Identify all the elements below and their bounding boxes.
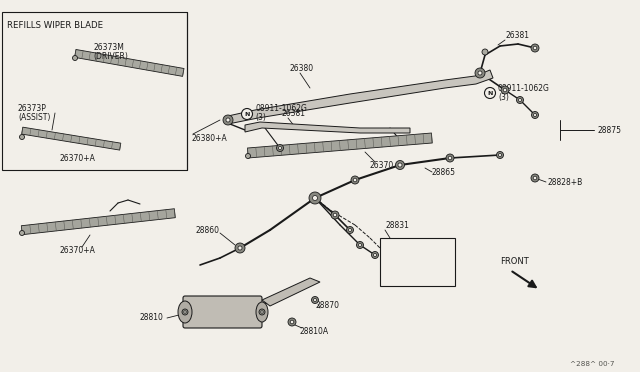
- Bar: [2, 12, 187, 170]
- Circle shape: [358, 244, 362, 247]
- Circle shape: [499, 154, 502, 157]
- Circle shape: [518, 99, 522, 102]
- Text: 28870: 28870: [315, 301, 339, 310]
- Circle shape: [278, 147, 282, 150]
- Circle shape: [331, 211, 339, 219]
- Polygon shape: [22, 127, 121, 150]
- Text: 28831: 28831: [385, 221, 409, 230]
- Circle shape: [312, 296, 319, 304]
- Text: (3): (3): [255, 112, 266, 122]
- Text: 26381: 26381: [282, 109, 306, 118]
- Ellipse shape: [178, 301, 192, 323]
- Circle shape: [309, 192, 321, 204]
- Circle shape: [533, 176, 537, 180]
- Circle shape: [226, 118, 230, 122]
- Circle shape: [503, 88, 507, 92]
- Circle shape: [396, 160, 404, 170]
- Text: 28828+A: 28828+A: [385, 269, 420, 279]
- Polygon shape: [21, 209, 175, 235]
- Circle shape: [333, 213, 337, 217]
- Circle shape: [531, 174, 539, 182]
- Text: (ASSIST): (ASSIST): [18, 112, 51, 122]
- Circle shape: [516, 96, 524, 103]
- Circle shape: [19, 135, 24, 140]
- Circle shape: [398, 163, 402, 167]
- Circle shape: [356, 241, 364, 248]
- Text: 08911-1062G: 08911-1062G: [255, 103, 307, 112]
- Text: 28810A: 28810A: [300, 327, 329, 337]
- Circle shape: [235, 243, 245, 253]
- Circle shape: [261, 311, 263, 313]
- Circle shape: [531, 112, 538, 119]
- Circle shape: [497, 151, 504, 158]
- Circle shape: [314, 298, 317, 301]
- Circle shape: [446, 154, 454, 162]
- Circle shape: [533, 46, 537, 50]
- Circle shape: [448, 156, 452, 160]
- Polygon shape: [75, 49, 184, 76]
- Text: 28860: 28860: [196, 225, 220, 234]
- Polygon shape: [262, 278, 320, 306]
- Circle shape: [246, 154, 250, 158]
- Text: 26380+A: 26380+A: [192, 134, 228, 142]
- Text: 26380: 26380: [290, 64, 314, 73]
- Circle shape: [223, 115, 233, 125]
- Text: (3): (3): [498, 93, 509, 102]
- Circle shape: [238, 246, 242, 250]
- Text: 28810: 28810: [140, 314, 164, 323]
- Circle shape: [531, 44, 539, 52]
- Circle shape: [259, 309, 265, 315]
- Circle shape: [290, 320, 294, 324]
- Circle shape: [353, 178, 357, 182]
- Circle shape: [475, 68, 485, 78]
- Text: FRONT: FRONT: [500, 257, 529, 266]
- Bar: [380, 238, 455, 286]
- Text: 26370: 26370: [370, 160, 394, 170]
- Circle shape: [241, 109, 253, 119]
- Text: 26373M: 26373M: [93, 42, 124, 51]
- Circle shape: [276, 144, 284, 151]
- Circle shape: [534, 113, 536, 116]
- Polygon shape: [248, 133, 432, 158]
- Circle shape: [182, 309, 188, 315]
- Circle shape: [184, 311, 186, 313]
- Circle shape: [346, 227, 353, 234]
- Text: 28865: 28865: [432, 167, 456, 176]
- Circle shape: [351, 176, 359, 184]
- Circle shape: [484, 87, 495, 99]
- Text: 28828+B: 28828+B: [548, 177, 583, 186]
- Text: 28828: 28828: [385, 246, 409, 254]
- Text: REFILLS WIPER BLADE: REFILLS WIPER BLADE: [7, 21, 103, 30]
- Text: 28895: 28895: [385, 257, 409, 266]
- Text: ^288^ 00·7: ^288^ 00·7: [570, 361, 614, 367]
- Text: 08911-1062G: 08911-1062G: [498, 83, 550, 93]
- Text: 28875: 28875: [598, 125, 622, 135]
- Polygon shape: [228, 70, 493, 124]
- Circle shape: [288, 318, 296, 326]
- Circle shape: [349, 228, 351, 231]
- Circle shape: [501, 86, 509, 94]
- Text: 26373P: 26373P: [18, 103, 47, 112]
- Ellipse shape: [256, 302, 268, 322]
- Circle shape: [19, 231, 24, 235]
- Circle shape: [482, 49, 488, 55]
- FancyBboxPatch shape: [183, 296, 262, 328]
- Polygon shape: [245, 122, 410, 133]
- Circle shape: [72, 55, 77, 61]
- Text: N: N: [487, 90, 493, 96]
- Circle shape: [374, 253, 376, 257]
- Text: 26370+A: 26370+A: [60, 246, 96, 254]
- Text: 26381: 26381: [505, 31, 529, 39]
- Text: N: N: [244, 112, 250, 116]
- Circle shape: [371, 251, 378, 259]
- Circle shape: [478, 71, 482, 75]
- Text: 26370+A: 26370+A: [60, 154, 96, 163]
- Circle shape: [312, 196, 317, 201]
- Text: (DRIVER): (DRIVER): [93, 51, 128, 61]
